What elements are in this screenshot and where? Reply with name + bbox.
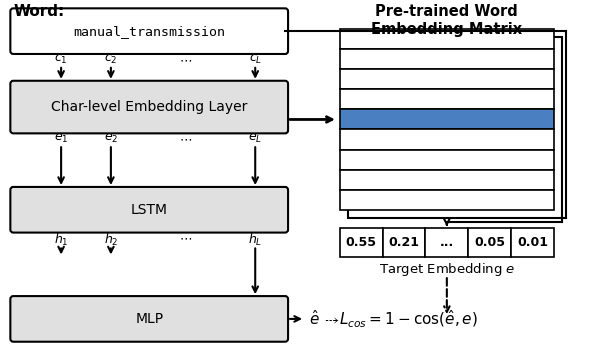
- Text: $c_L$: $c_L$: [248, 53, 262, 66]
- Text: Pre-trained Word
Embedding Matrix: Pre-trained Word Embedding Matrix: [371, 4, 522, 37]
- Text: Word:: Word:: [13, 4, 65, 19]
- FancyBboxPatch shape: [10, 296, 288, 342]
- Bar: [340, 228, 382, 257]
- Text: 0.05: 0.05: [474, 236, 505, 249]
- Bar: [340, 130, 554, 150]
- Text: $\cdots$: $\cdots$: [179, 53, 192, 66]
- Bar: [340, 29, 554, 49]
- Text: $\cdots$: $\cdots$: [179, 132, 192, 145]
- Text: $\dashrightarrow$: $\dashrightarrow$: [322, 311, 340, 326]
- Text: manual_transmission: manual_transmission: [73, 25, 225, 38]
- Bar: [340, 110, 554, 130]
- Text: Target Embedding $e$: Target Embedding $e$: [379, 261, 515, 279]
- Text: $h_2$: $h_2$: [104, 232, 118, 248]
- Text: LSTM: LSTM: [131, 203, 168, 217]
- Bar: [511, 228, 554, 257]
- Text: $L_{cos} = 1 - \cos(\hat{e}, e)$: $L_{cos} = 1 - \cos(\hat{e}, e)$: [339, 308, 478, 330]
- Bar: [382, 228, 425, 257]
- Text: $\cdots$: $\cdots$: [179, 232, 192, 245]
- FancyBboxPatch shape: [10, 8, 288, 54]
- Text: 0.01: 0.01: [517, 236, 548, 249]
- Text: Char-level Embedding Layer: Char-level Embedding Layer: [51, 100, 247, 114]
- Text: $\hat{e}$: $\hat{e}$: [309, 309, 320, 328]
- Bar: [340, 90, 554, 110]
- Text: $h_L$: $h_L$: [248, 232, 262, 248]
- Text: $e_1$: $e_1$: [54, 132, 68, 145]
- Bar: [340, 150, 554, 170]
- Bar: [340, 190, 554, 210]
- FancyBboxPatch shape: [10, 81, 288, 134]
- Text: 0.21: 0.21: [388, 236, 419, 249]
- Text: 0.55: 0.55: [346, 236, 377, 249]
- Text: $e_2$: $e_2$: [104, 132, 118, 145]
- Text: $h_1$: $h_1$: [54, 232, 68, 248]
- Text: ...: ...: [440, 236, 454, 249]
- Text: MLP: MLP: [135, 312, 163, 326]
- Bar: [468, 228, 511, 257]
- Bar: [425, 228, 468, 257]
- Text: $c_1$: $c_1$: [55, 53, 68, 66]
- FancyBboxPatch shape: [10, 187, 288, 233]
- Bar: [340, 170, 554, 190]
- Bar: [348, 37, 562, 218]
- Text: $e_L$: $e_L$: [248, 132, 262, 145]
- Bar: [340, 69, 554, 90]
- Bar: [340, 49, 554, 69]
- Text: $c_2$: $c_2$: [104, 53, 118, 66]
